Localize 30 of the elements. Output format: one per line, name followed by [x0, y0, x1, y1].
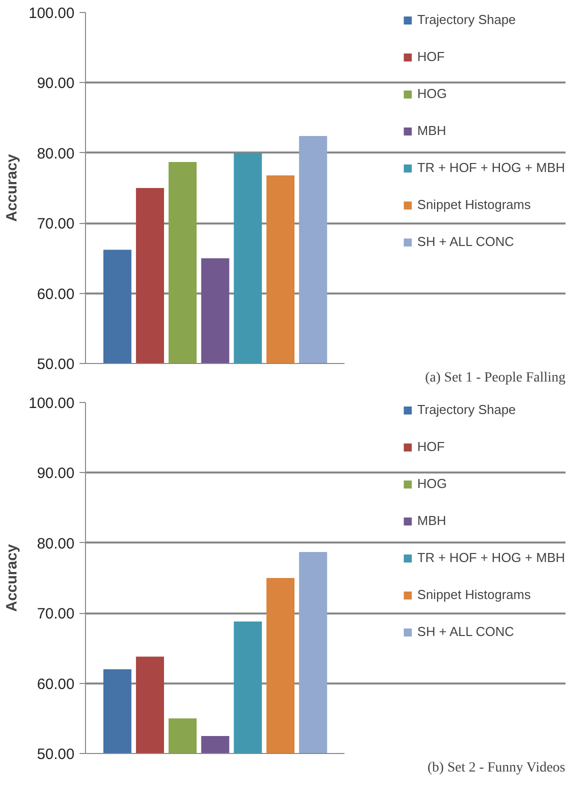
y-tick-label: 60.00 — [36, 286, 75, 303]
text: (b) Set 2 - Funny Videos — [428, 760, 566, 776]
legend-label: HOF — [417, 439, 445, 454]
legend-label: HOG — [417, 86, 447, 101]
y-axis-title: Accuracy — [4, 154, 21, 222]
legend-label: MBH — [417, 513, 446, 528]
y-tick-label: 90.00 — [36, 75, 75, 92]
legend-label: Snippet Histograms — [417, 587, 531, 602]
y-tick-label: 80.00 — [36, 535, 75, 552]
legend-label: TR + HOF + HOG + MBH — [417, 160, 565, 175]
y-tick-label: 80.00 — [36, 145, 75, 162]
y-tick-label: 50.00 — [36, 746, 75, 763]
y-tick-label: 100.00 — [28, 5, 75, 22]
y-tick-label: 50.00 — [36, 356, 75, 373]
y-tick-label: 70.00 — [36, 606, 75, 623]
legend-label: HOF — [417, 49, 445, 64]
text: (a) Set 1 - People Falling — [425, 370, 566, 386]
legend-label: Trajectory Shape — [417, 12, 516, 27]
legend-label: MBH — [417, 123, 446, 138]
legend-label: TR + HOF + HOG + MBH — [417, 550, 565, 565]
y-tick-label: 90.00 — [36, 465, 75, 482]
legend-label: Trajectory Shape — [417, 402, 516, 417]
legend-label: SH + ALL CONC — [417, 234, 514, 249]
y-axis-title: Accuracy — [4, 544, 21, 612]
legend-label: HOG — [417, 476, 447, 491]
y-tick-label: 60.00 — [36, 676, 75, 693]
y-tick-label: 100.00 — [28, 395, 75, 412]
legend-label: SH + ALL CONC — [417, 624, 514, 639]
legend-label: Snippet Histograms — [417, 197, 531, 212]
y-tick-label: 70.00 — [36, 216, 75, 233]
